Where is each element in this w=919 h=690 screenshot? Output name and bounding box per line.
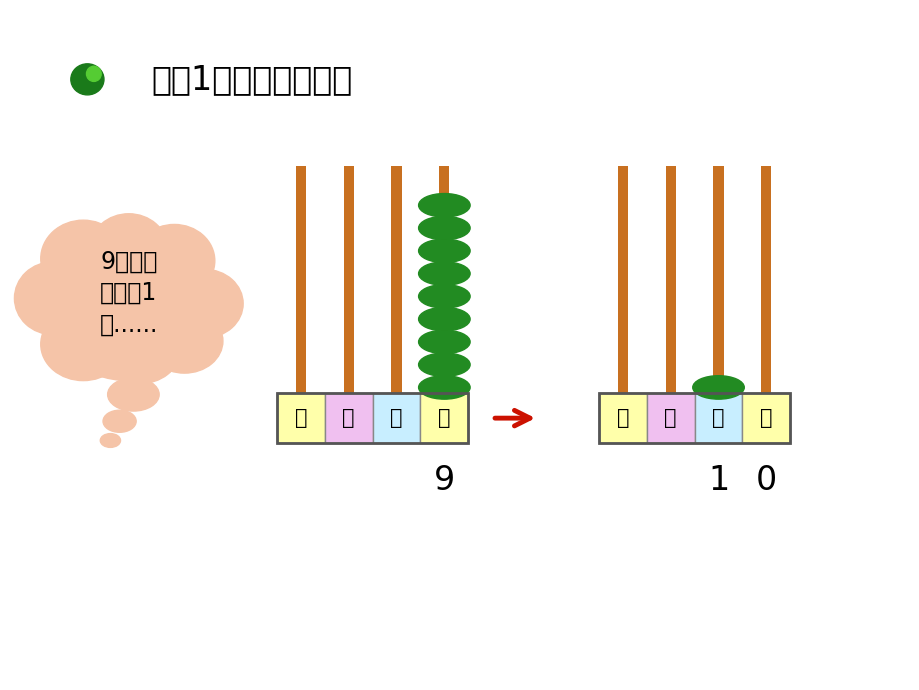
Ellipse shape <box>418 217 470 240</box>
Ellipse shape <box>108 378 159 411</box>
Bar <box>742 393 789 443</box>
Ellipse shape <box>166 269 243 338</box>
Bar <box>344 166 353 443</box>
Ellipse shape <box>418 353 470 377</box>
Ellipse shape <box>134 224 215 297</box>
Bar <box>761 166 771 443</box>
Ellipse shape <box>103 410 136 432</box>
Bar <box>277 393 468 443</box>
Ellipse shape <box>418 239 470 262</box>
Ellipse shape <box>100 433 120 447</box>
Ellipse shape <box>418 330 470 354</box>
Text: 再填1个珠子是多少？: 再填1个珠子是多少？ <box>152 63 353 96</box>
Ellipse shape <box>40 220 126 297</box>
Text: 0: 0 <box>754 464 777 497</box>
Text: 个: 个 <box>759 408 772 428</box>
Bar <box>372 393 420 443</box>
Ellipse shape <box>98 319 179 384</box>
Text: 十: 十 <box>390 408 403 428</box>
Bar <box>439 166 449 443</box>
Text: 9个珠子
再填上1
个......: 9个珠子 再填上1 个...... <box>99 250 158 337</box>
Ellipse shape <box>90 214 167 282</box>
Bar <box>694 393 742 443</box>
Ellipse shape <box>71 64 104 95</box>
Bar <box>391 166 402 443</box>
Ellipse shape <box>84 234 205 352</box>
Text: 个: 个 <box>437 408 450 428</box>
Text: 百: 百 <box>342 408 355 428</box>
FancyArrowPatch shape <box>494 411 529 426</box>
Ellipse shape <box>692 375 743 399</box>
Ellipse shape <box>418 262 470 286</box>
Text: 千: 千 <box>616 408 629 428</box>
Ellipse shape <box>42 226 215 381</box>
Text: 十: 十 <box>711 408 724 428</box>
Bar <box>296 166 306 443</box>
Bar <box>665 166 675 443</box>
Text: 9: 9 <box>433 464 455 497</box>
Ellipse shape <box>418 284 470 308</box>
Text: 1: 1 <box>707 464 729 497</box>
Bar <box>324 393 372 443</box>
Bar <box>713 166 723 443</box>
Text: 百: 百 <box>664 408 676 428</box>
Bar <box>598 393 789 443</box>
Ellipse shape <box>418 375 470 399</box>
Bar <box>277 393 324 443</box>
Ellipse shape <box>418 193 470 217</box>
Ellipse shape <box>418 308 470 331</box>
Ellipse shape <box>15 262 91 335</box>
Bar <box>646 393 694 443</box>
Ellipse shape <box>146 309 222 373</box>
Bar <box>598 393 646 443</box>
Ellipse shape <box>38 234 179 352</box>
Bar <box>618 166 628 443</box>
Bar <box>420 393 468 443</box>
Text: 千: 千 <box>294 408 307 428</box>
Ellipse shape <box>86 66 101 81</box>
Ellipse shape <box>40 308 126 381</box>
